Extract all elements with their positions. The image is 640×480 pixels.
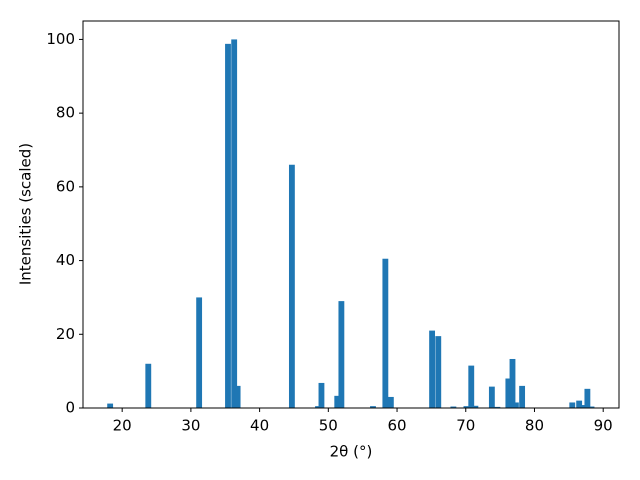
bar [234,385,241,408]
bar [584,388,591,408]
x-tick-label: 90 [594,417,613,435]
bar [288,164,295,408]
bar [318,382,325,408]
x-tick-label: 20 [113,417,132,435]
bar [387,396,394,408]
x-tick-label: 80 [525,417,544,435]
bar [580,405,587,408]
y-axis-label: Intensities (scaled) [17,143,35,285]
bar [509,358,516,408]
y-tick-label: 80 [56,104,75,122]
bar [494,406,501,408]
bar [225,43,231,408]
x-tick-label: 60 [387,417,406,435]
bar [450,406,457,408]
bar [196,297,203,408]
bar [588,406,595,408]
x-tick-label: 40 [250,417,269,435]
bar [488,386,495,408]
y-tick-label: 0 [65,399,75,417]
y-tick-label: 20 [56,325,75,343]
bar [435,336,442,408]
bar [505,378,512,408]
x-tick-label: 70 [456,417,475,435]
bar [463,406,470,408]
y-tick-label: 60 [56,177,75,195]
bar [569,402,576,408]
x-axis-label: 2θ (°) [330,443,373,461]
bar [107,403,114,408]
bar [576,400,583,408]
bar [472,405,479,408]
bar [231,39,238,409]
bar [382,258,389,408]
bar [513,402,519,408]
bar [370,406,376,408]
x-tick-label: 50 [319,417,338,435]
y-tick-label: 40 [56,251,75,269]
bar [519,385,526,408]
x-tick-label: 30 [181,417,200,435]
bar [468,365,475,408]
bar [429,330,436,408]
y-tick-label: 100 [46,30,75,48]
bar [334,395,341,408]
bar [315,406,321,408]
plot-frame [82,20,620,409]
bar [145,363,152,408]
bar [338,301,345,408]
